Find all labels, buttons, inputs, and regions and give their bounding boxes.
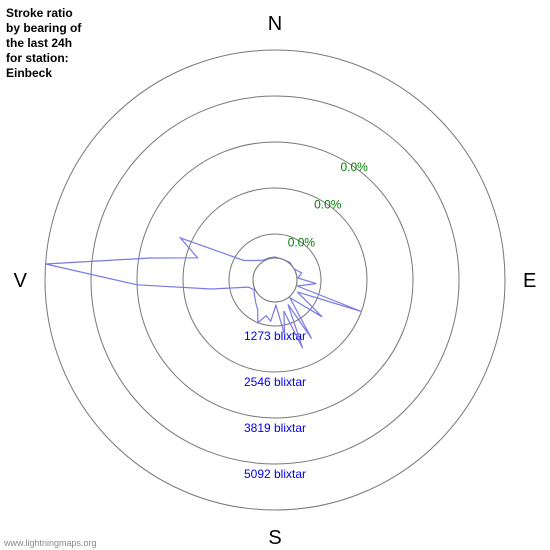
ring-value-label: 5092 blixtar bbox=[244, 467, 306, 481]
pct-label: 0.0% bbox=[314, 198, 342, 212]
direction-label-s: S bbox=[268, 527, 281, 549]
pct-label: 0.0% bbox=[340, 160, 368, 174]
polar-chart: NESV0.0%0.0%0.0%1273 blixtar2546 blixtar… bbox=[0, 0, 550, 550]
direction-label-v: V bbox=[14, 270, 28, 292]
center-hole-top bbox=[253, 258, 297, 302]
ring-value-label: 2546 blixtar bbox=[244, 375, 306, 389]
direction-label-e: E bbox=[523, 270, 536, 292]
pct-label: 0.0% bbox=[288, 235, 316, 249]
direction-label-n: N bbox=[268, 13, 282, 35]
ring-value-label: 3819 blixtar bbox=[244, 421, 306, 435]
